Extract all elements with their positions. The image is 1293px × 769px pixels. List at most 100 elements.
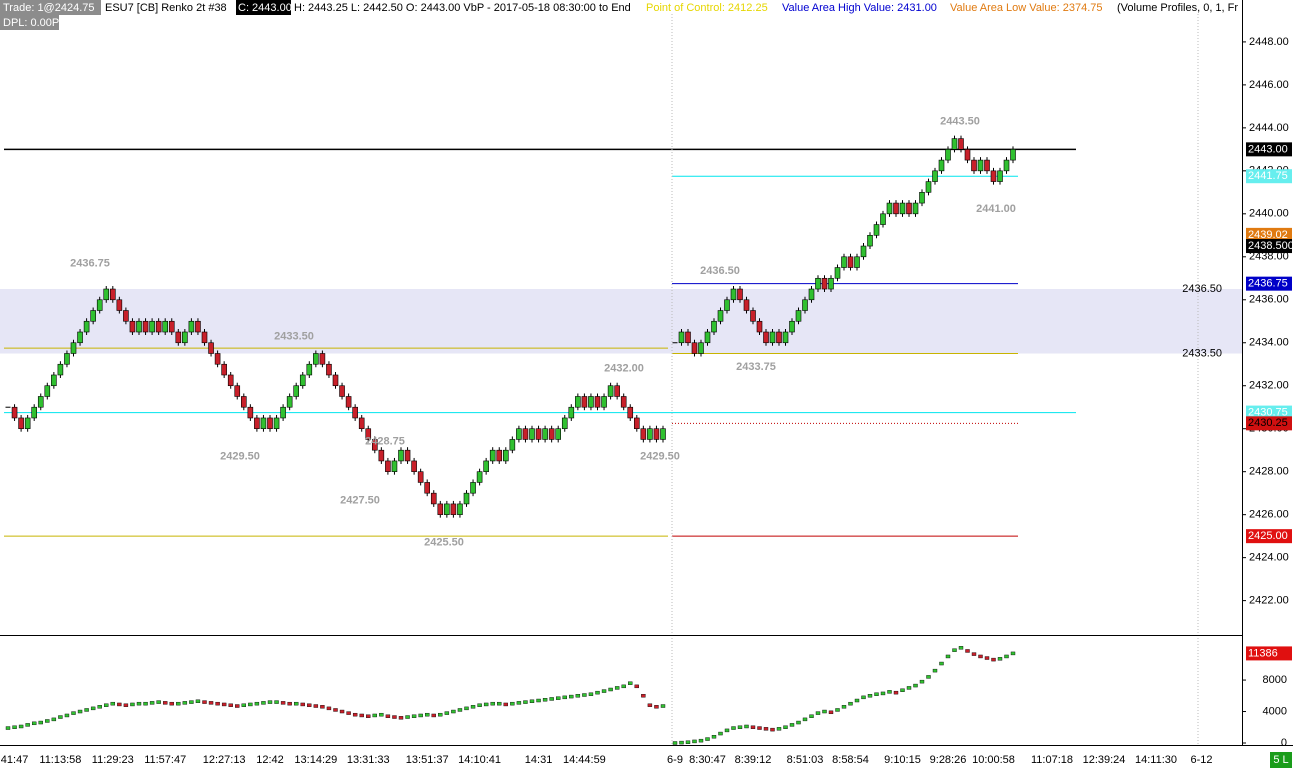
- price-annotation: 2425.50: [424, 536, 464, 548]
- indicator-bar: [750, 725, 756, 729]
- indicator-bar: [418, 713, 423, 718]
- brick: [444, 503, 450, 515]
- brick: [867, 235, 873, 247]
- indicator-bar: [425, 712, 430, 717]
- indicator-bar: [971, 652, 977, 656]
- brick: [280, 406, 286, 419]
- brick: [241, 396, 247, 408]
- brick: [437, 503, 444, 515]
- brick: [339, 385, 345, 397]
- price-annotation: 2428.75: [365, 435, 405, 447]
- indicator-bar: [176, 701, 181, 706]
- indicator-bar: [12, 725, 17, 729]
- brick: [880, 213, 886, 225]
- brick: [828, 277, 834, 290]
- indicator-bar: [861, 695, 866, 700]
- indicator-bar: [601, 689, 607, 693]
- x-tick-label: 41:47: [1, 754, 29, 766]
- brick: [64, 353, 70, 365]
- brick: [834, 267, 841, 279]
- brick: [568, 406, 575, 419]
- indicator-bar: [169, 701, 174, 706]
- brick: [195, 320, 201, 333]
- brick: [123, 310, 129, 322]
- brick: [326, 363, 332, 376]
- brick: [588, 396, 594, 408]
- brick: [502, 449, 509, 462]
- indicator-bar: [392, 715, 397, 719]
- indicator-bar: [470, 705, 476, 709]
- brick: [273, 417, 280, 430]
- brick: [496, 449, 503, 462]
- indicator-bar: [117, 702, 122, 707]
- indicator-bar: [45, 719, 50, 723]
- indicator-bar: [685, 740, 691, 744]
- indicator-bar: [123, 703, 129, 707]
- brick: [776, 331, 782, 344]
- indicator-bar: [241, 703, 247, 707]
- price-annotation: 2433.75: [736, 361, 776, 373]
- brick: [951, 138, 958, 150]
- x-tick-label: 8:39:12: [735, 754, 772, 766]
- y-tick-label: 2422.00: [1249, 595, 1289, 607]
- dpl-box: [0, 15, 59, 30]
- brick: [483, 460, 489, 472]
- indicator-tick-label: 4000: [1263, 705, 1287, 717]
- indicator-bar: [221, 702, 227, 707]
- indicator-bar: [641, 694, 646, 698]
- indicator-bar: [464, 706, 469, 711]
- main-layer: 2436.75 2433.50 2432.00 2429.50 2428.75 2427.…: [5, 116, 1222, 745]
- indicator-bar: [398, 716, 404, 720]
- brick: [44, 385, 51, 397]
- brick: [70, 342, 77, 354]
- trade-text: Trade: 1@2424.75: [3, 2, 95, 14]
- x-tick-label: 14:10:41: [458, 754, 501, 766]
- brick: [260, 417, 267, 430]
- brick: [293, 385, 300, 397]
- indicator-bar: [835, 708, 840, 712]
- brick: [306, 363, 313, 376]
- brick: [286, 396, 293, 408]
- brick: [743, 299, 750, 311]
- indicator-bar: [202, 700, 207, 704]
- y-tick-label: 2444.00: [1249, 122, 1289, 134]
- indicator-bar: [848, 701, 853, 706]
- indicator-bar: [796, 720, 801, 725]
- indicator-bar: [724, 728, 730, 733]
- indicator-bar: [919, 679, 925, 684]
- indicator-bar: [621, 684, 626, 689]
- indicator-bar: [523, 700, 528, 704]
- indicator-bar: [503, 702, 508, 707]
- x-tick-label: 14:44:59: [563, 754, 606, 766]
- brick: [704, 331, 711, 344]
- indicator-bar: [379, 712, 384, 717]
- brick: [371, 439, 378, 451]
- indicator-bar: [705, 737, 710, 741]
- indicator-bar: [182, 701, 188, 705]
- indicator-bar: [672, 741, 678, 745]
- price-annotation: 2433.50: [1182, 347, 1222, 359]
- brick: [489, 449, 496, 462]
- indicator-bar: [1004, 654, 1009, 659]
- brick: [614, 385, 620, 397]
- indicator-bar: [300, 702, 305, 707]
- indicator-bar: [556, 696, 561, 700]
- indicator-bar: [77, 709, 83, 714]
- price-annotation: 2436.50: [1182, 283, 1222, 295]
- brick: [860, 245, 867, 258]
- brick: [234, 385, 241, 397]
- brick: [221, 363, 227, 376]
- indicator-bar: [162, 701, 168, 705]
- indicator-bar: [965, 649, 970, 653]
- y-tick-label: 2446.00: [1249, 79, 1289, 91]
- axis-layer: 2422.002424.002426.002428.002430.002432.…: [1, 36, 1293, 766]
- indicator-bar: [235, 704, 240, 708]
- indicator-bar: [228, 703, 233, 707]
- indicator-tick-label: 0: [1281, 737, 1287, 749]
- brick: [116, 299, 123, 311]
- brick: [958, 138, 964, 150]
- brick: [919, 192, 925, 204]
- brick: [581, 396, 588, 408]
- brick: [155, 320, 162, 333]
- brick: [417, 471, 424, 483]
